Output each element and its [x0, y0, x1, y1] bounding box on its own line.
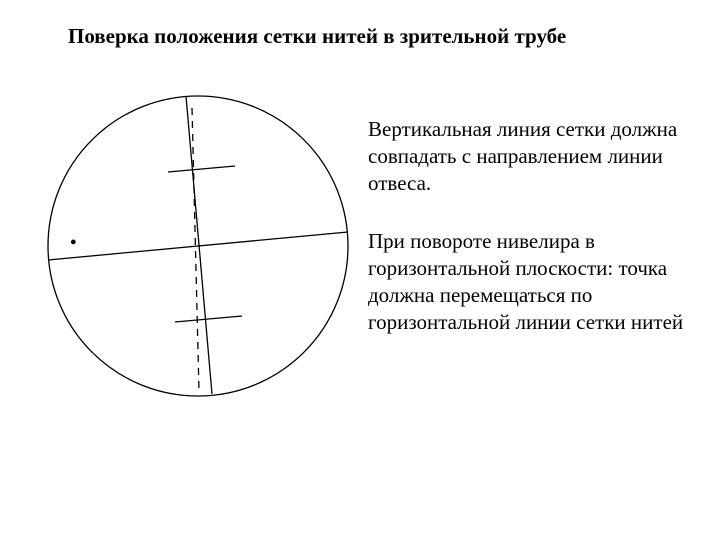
plumb-line-dashed: [192, 108, 199, 391]
page-title: Поверка положения сетки нитей в зрительн…: [68, 24, 566, 49]
reference-dot: ●: [70, 236, 77, 248]
stadia-top: [168, 166, 235, 172]
reticle-diagram: [42, 88, 354, 409]
stadia-bottom: [175, 316, 242, 322]
paragraph-1: Вертикальная линия сетки должна совпадат…: [368, 116, 688, 197]
paragraph-2: При повороте нивелира в горизонтальной п…: [368, 228, 688, 336]
